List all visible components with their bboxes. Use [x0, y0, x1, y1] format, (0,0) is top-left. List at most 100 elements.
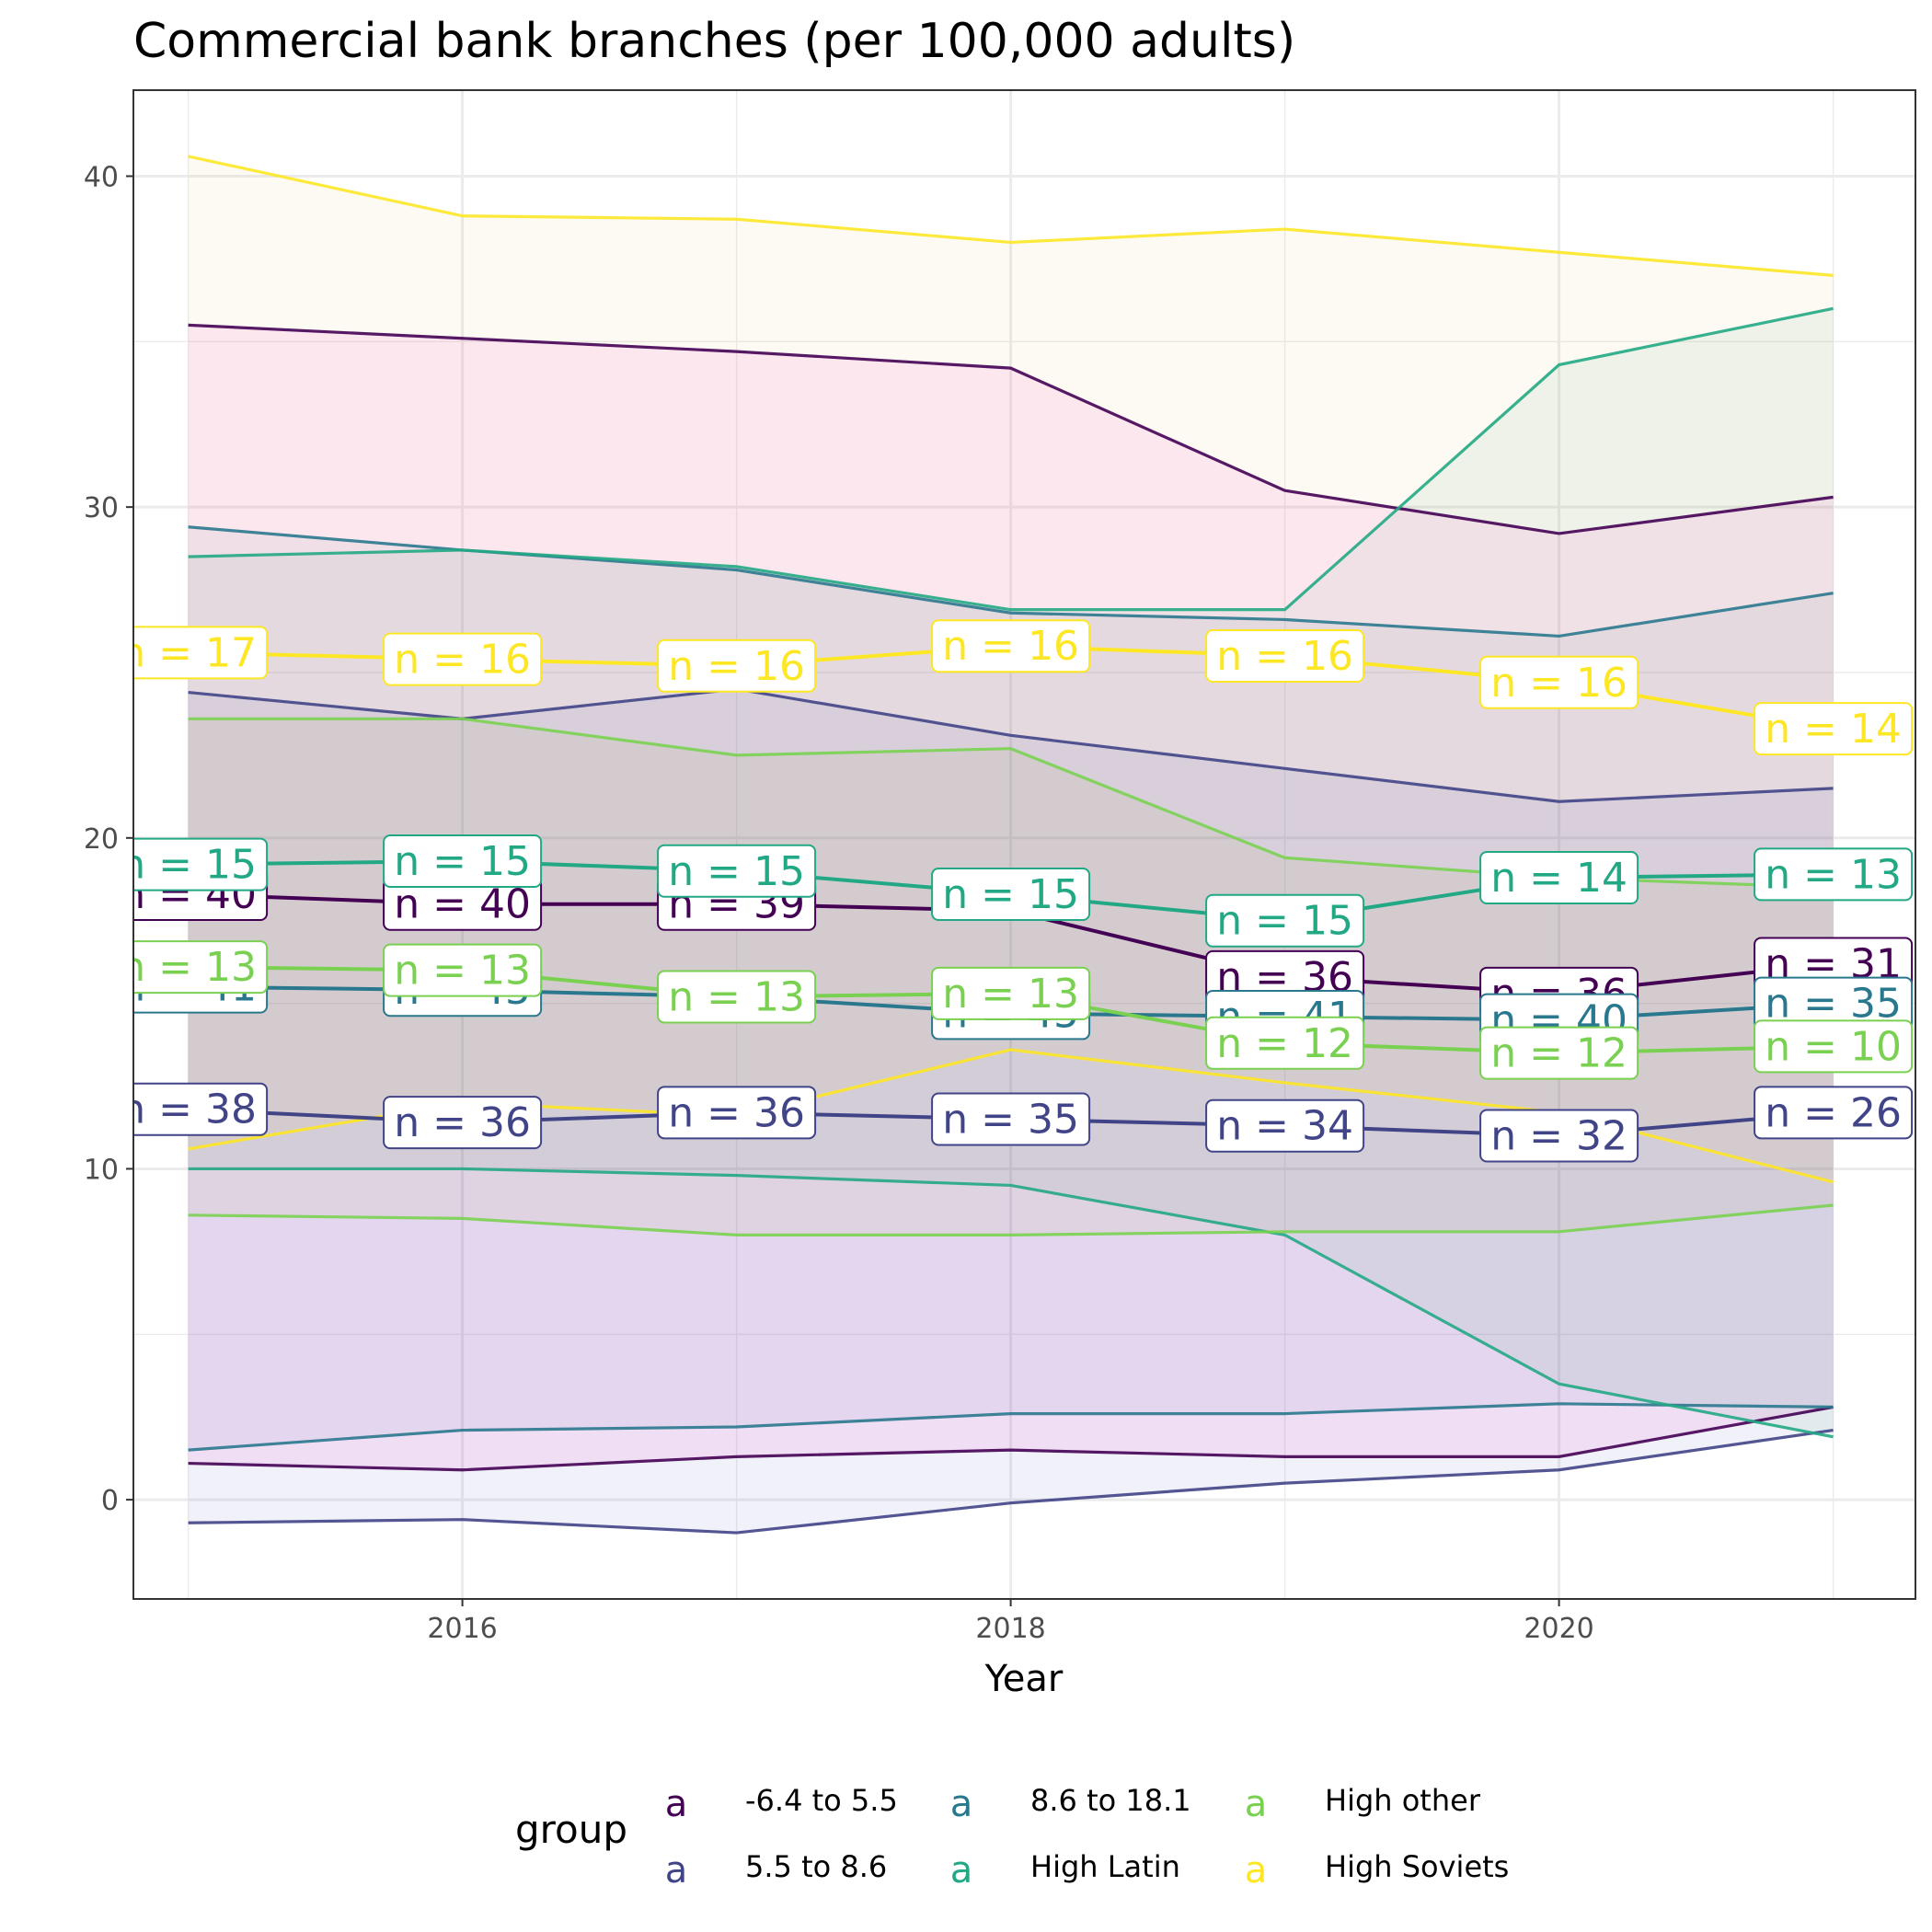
n-label-text: n = 13	[120, 944, 257, 991]
n-label-text: n = 35	[942, 1097, 1079, 1144]
n-label-5-5-to-8-6: n = 38	[120, 1082, 269, 1136]
n-label-text: n = 13	[1765, 851, 1902, 898]
n-label-box	[133, 940, 269, 995]
n-label-text: n = 38	[120, 1087, 257, 1133]
n-label-text: n = 32	[1490, 1112, 1627, 1159]
y-tick-label: 30	[84, 492, 119, 524]
series-layer: n = 40n = 40n = 39n = 36n = 36n = 31n = …	[120, 155, 1914, 1535]
n-label-text: n = 16	[394, 637, 531, 684]
n-label-box	[1754, 702, 1914, 756]
n-label-high-other: n = 12	[1205, 1016, 1365, 1070]
n-label-text: n = 12	[1216, 1020, 1353, 1067]
x-tick-label: 2020	[1524, 1613, 1593, 1645]
n-label-box	[657, 1086, 817, 1140]
n-label-5-5-to-8-6: n = 26	[1754, 1086, 1914, 1140]
n-label-high-soviets: n = 16	[657, 638, 817, 693]
lower-line-high-other	[188, 1203, 1834, 1236]
n-label-high-latin: n = 15	[120, 837, 269, 891]
n-label-text: n = 16	[1216, 633, 1353, 680]
n-label-text: n = 36	[394, 1099, 531, 1146]
n-label-high-soviets: n = 16	[1479, 655, 1639, 709]
n-label-text: n = 10	[1765, 1023, 1902, 1070]
n-label-text: n = 15	[668, 848, 805, 895]
n-label-text: n = 35	[1765, 981, 1902, 1028]
n-label-box	[1205, 893, 1365, 948]
n-label-5-5-to-8-6: n = 35	[931, 1092, 1091, 1146]
n-label-text: n = 13	[942, 971, 1079, 1018]
x-axis-title: Year	[984, 1658, 1064, 1700]
legend-key-glyph: a	[665, 1783, 688, 1825]
n-label-text: n = 17	[120, 629, 257, 676]
n-label-box	[1754, 847, 1914, 902]
n-label-box	[931, 1092, 1091, 1146]
plot-panel: n = 40n = 40n = 39n = 36n = 36n = 31n = …	[84, 89, 1916, 1645]
n-label-high-latin: n = 15	[383, 834, 543, 888]
n-label-5-5-to-8-6: n = 36	[383, 1096, 543, 1150]
n-label-text: n = 16	[668, 643, 805, 690]
n-label-text: n = 40	[394, 881, 531, 928]
legend-title: group	[515, 1807, 627, 1852]
n-label-box	[133, 1082, 269, 1136]
n-label-box	[931, 867, 1091, 921]
n-label-box	[657, 844, 817, 898]
legend-key-glyph: a	[1245, 1783, 1268, 1825]
n-label-high-soviets: n = 16	[1205, 629, 1365, 683]
n-label--6-4-to-5-5: n = 40	[383, 877, 543, 931]
n-label-box	[1479, 1026, 1639, 1080]
legend-entry-label: 8.6 to 18.1	[1030, 1783, 1191, 1818]
n-label-box	[1205, 1016, 1365, 1070]
n-label-high-soviets: n = 17	[120, 626, 269, 680]
n-label-text: n = 36	[668, 1089, 805, 1136]
legend-entry-label: 5.5 to 8.6	[745, 1849, 887, 1884]
n-label-text: n = 13	[668, 973, 805, 1020]
n-label-high-latin: n = 13	[1754, 847, 1914, 902]
legend-entry-label: -6.4 to 5.5	[745, 1783, 898, 1818]
upper-line-high-latin	[188, 306, 1834, 612]
n-label-text: n = 13	[394, 948, 531, 995]
n-label-text: n = 16	[1490, 660, 1627, 707]
n-label-high-latin: n = 14	[1479, 850, 1639, 904]
n-label-box	[1754, 1019, 1914, 1074]
legend-key-glyph: a	[1245, 1849, 1268, 1892]
n-label-high-latin: n = 15	[931, 867, 1091, 921]
n-label-text: n = 34	[1216, 1103, 1353, 1150]
lower-line-5-5-to-8-6	[188, 1428, 1834, 1535]
y-tick-label: 20	[84, 823, 119, 856]
n-label-box	[1479, 850, 1639, 904]
n-label-high-other: n = 13	[657, 970, 817, 1024]
x-tick-label: 2016	[427, 1613, 497, 1645]
n-label-text: n = 12	[1490, 1030, 1627, 1077]
n-label-box	[383, 943, 543, 997]
chart-title: Commercial bank branches (per 100,000 ad…	[133, 14, 1295, 69]
n-label-text: n = 15	[120, 842, 257, 889]
n-label-5-5-to-8-6: n = 32	[1479, 1109, 1639, 1163]
n-label-high-other: n = 12	[1479, 1026, 1639, 1080]
y-tick-label: 40	[84, 162, 119, 194]
lower-line--6-4-to-5-5	[188, 1405, 1834, 1472]
n-label-high-other: n = 13	[931, 966, 1091, 1020]
legend-entry-label: High Soviets	[1325, 1849, 1509, 1884]
n-label-box	[1205, 629, 1365, 683]
legend-key-glyph: a	[665, 1849, 688, 1892]
n-label-box	[383, 1096, 543, 1150]
n-label-text: n = 15	[942, 871, 1079, 918]
n-label-box	[657, 638, 817, 693]
n-label-box	[383, 632, 543, 686]
n-label-box	[1205, 1098, 1365, 1153]
n-label-box	[1754, 1086, 1914, 1140]
x-tick-label: 2018	[975, 1613, 1045, 1645]
n-label-text: n = 14	[1490, 855, 1627, 902]
legend-entry-label: High Latin	[1030, 1849, 1180, 1884]
n-label-box	[931, 619, 1091, 673]
n-label-box	[1479, 1109, 1639, 1163]
n-label-box	[383, 834, 543, 888]
n-label-high-latin: n = 15	[657, 844, 817, 898]
n-label-text: n = 14	[1765, 706, 1902, 753]
n-label-high-soviets: n = 14	[1754, 702, 1914, 756]
lower-line-high-latin	[188, 1167, 1834, 1439]
n-label-text: n = 15	[394, 838, 531, 885]
n-label-high-soviets: n = 16	[931, 619, 1091, 673]
y-tick-label: 0	[101, 1485, 119, 1517]
n-label-5-5-to-8-6: n = 34	[1205, 1098, 1365, 1153]
